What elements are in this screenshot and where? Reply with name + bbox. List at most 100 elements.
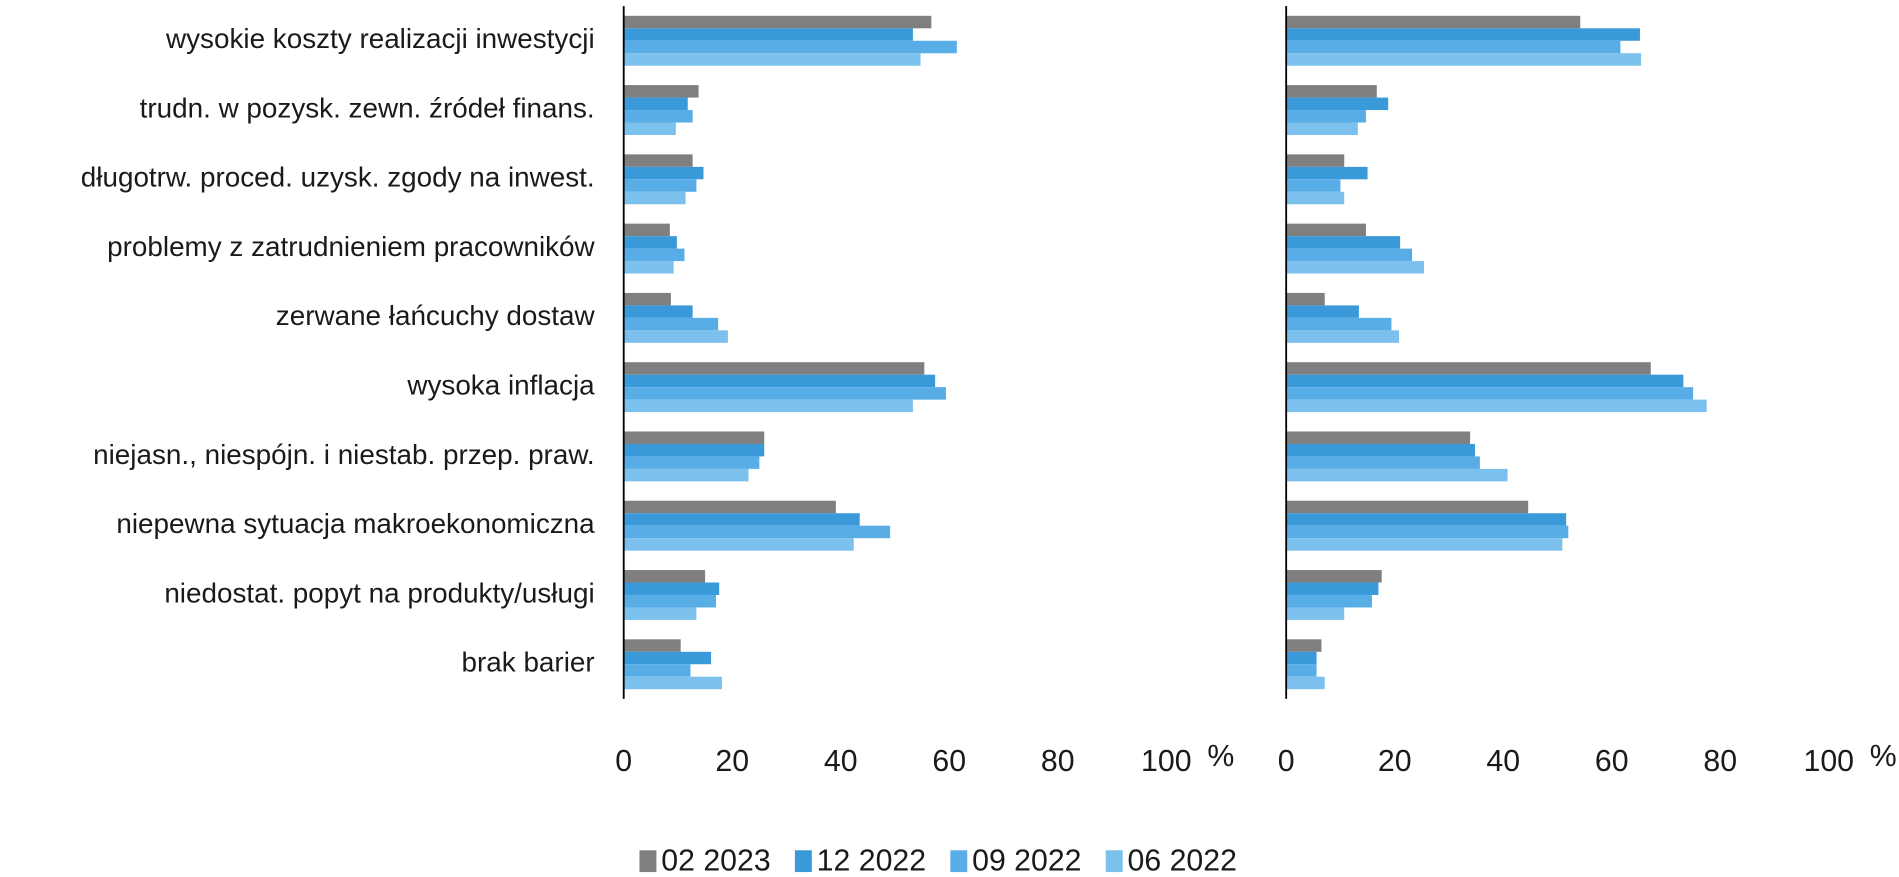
bar: [1286, 40, 1621, 54]
x-tick-label: 100: [1141, 745, 1192, 778]
bar: [1286, 374, 1684, 388]
bar: [1286, 431, 1471, 444]
bar: [623, 223, 670, 237]
bar: [623, 676, 722, 690]
bar: [1286, 166, 1368, 180]
bar: [623, 607, 697, 620]
bar: [623, 122, 676, 135]
bar: [1286, 607, 1345, 620]
bar: [623, 399, 913, 413]
bar: [1286, 292, 1325, 306]
category-label: niejasn., niespójn. i niestab. przep. pr…: [93, 439, 595, 470]
bar: [623, 40, 957, 54]
category-label: długotrw. proced. uzysk. zgody na inwest…: [81, 162, 595, 193]
bar: [1286, 97, 1389, 111]
category-label: brak barier: [462, 647, 595, 678]
bar: [623, 154, 693, 167]
bar: [1286, 443, 1475, 457]
bar: [1286, 15, 1581, 29]
legend-label: 02 2023: [661, 844, 770, 877]
bar: [623, 305, 693, 318]
x-tick-label: 40: [824, 745, 858, 778]
unit-label: %: [1870, 740, 1897, 773]
bar: [623, 317, 719, 331]
bar: [1286, 513, 1567, 526]
bar: [623, 431, 765, 444]
x-tick-label: 40: [1486, 745, 1520, 778]
bar: [1286, 85, 1377, 98]
bar: [1286, 399, 1707, 413]
bar: [1286, 236, 1401, 249]
bar: [623, 443, 765, 457]
bar: [623, 330, 728, 343]
bar: [623, 292, 671, 306]
bar: [623, 261, 674, 274]
bar: [1286, 500, 1529, 514]
x-tick-label: 80: [1703, 745, 1737, 778]
bar: [623, 248, 685, 262]
bar: [1286, 651, 1317, 665]
bar: [1286, 639, 1322, 652]
bar: [623, 594, 716, 608]
bar: [1286, 330, 1400, 343]
legend-swatch: [794, 850, 812, 873]
bar: [1286, 468, 1508, 482]
bar: [623, 513, 860, 526]
bar: [1286, 305, 1359, 318]
x-tick-label: 60: [932, 745, 966, 778]
bar: [1286, 525, 1569, 539]
legend-label: 09 2022: [972, 844, 1081, 877]
bar: [623, 456, 760, 469]
bar: [1286, 387, 1694, 400]
category-label: problemy z zatrudnieniem pracowników: [107, 231, 595, 262]
x-tick-label: 20: [715, 745, 749, 778]
x-tick-label: 80: [1041, 745, 1075, 778]
bar: [1286, 53, 1642, 66]
bar: [623, 166, 704, 180]
bar: [623, 500, 836, 514]
bar: [1286, 191, 1345, 205]
bar: [623, 525, 891, 539]
bar: [623, 15, 932, 29]
bar: [623, 191, 686, 205]
bar: [623, 362, 925, 375]
bar: [623, 387, 947, 400]
bar: [623, 53, 921, 66]
bar: [1286, 594, 1372, 608]
category-label: trudn. w pozysk. zewn. źródeł finans.: [140, 92, 595, 123]
bar: [1286, 317, 1392, 331]
category-label: wysokie koszty realizacji inwestycji: [165, 23, 595, 54]
category-label: niedostat. popyt na produkty/usługi: [164, 577, 594, 608]
legend-label: 12 2022: [817, 844, 926, 877]
bar: [623, 651, 712, 665]
bar: [1286, 456, 1480, 469]
bar: [1286, 28, 1640, 41]
bar: [1286, 110, 1366, 123]
category-label: wysoka inflacja: [406, 370, 595, 401]
bar: [623, 28, 913, 41]
bar: [1286, 261, 1424, 274]
bar: [623, 538, 854, 551]
bar: [1286, 570, 1382, 583]
bar: [1286, 179, 1341, 192]
x-tick-label: 60: [1595, 745, 1629, 778]
unit-label: %: [1207, 740, 1234, 773]
bar: [623, 582, 720, 595]
category-label: zerwane łańcuchy dostaw: [276, 300, 596, 331]
bar: [623, 110, 693, 123]
bar: [1286, 154, 1345, 167]
bar: [623, 468, 749, 482]
bar: [623, 664, 691, 677]
bar: [623, 639, 681, 652]
x-tick-label: 20: [1378, 745, 1412, 778]
bar: [1286, 582, 1379, 595]
bar: [1286, 223, 1366, 237]
legend-swatch: [1105, 850, 1123, 873]
bar: [623, 236, 677, 249]
bar: [1286, 122, 1358, 135]
bar: [1286, 664, 1317, 677]
legend-swatch: [639, 850, 657, 873]
bar: [1286, 676, 1325, 690]
